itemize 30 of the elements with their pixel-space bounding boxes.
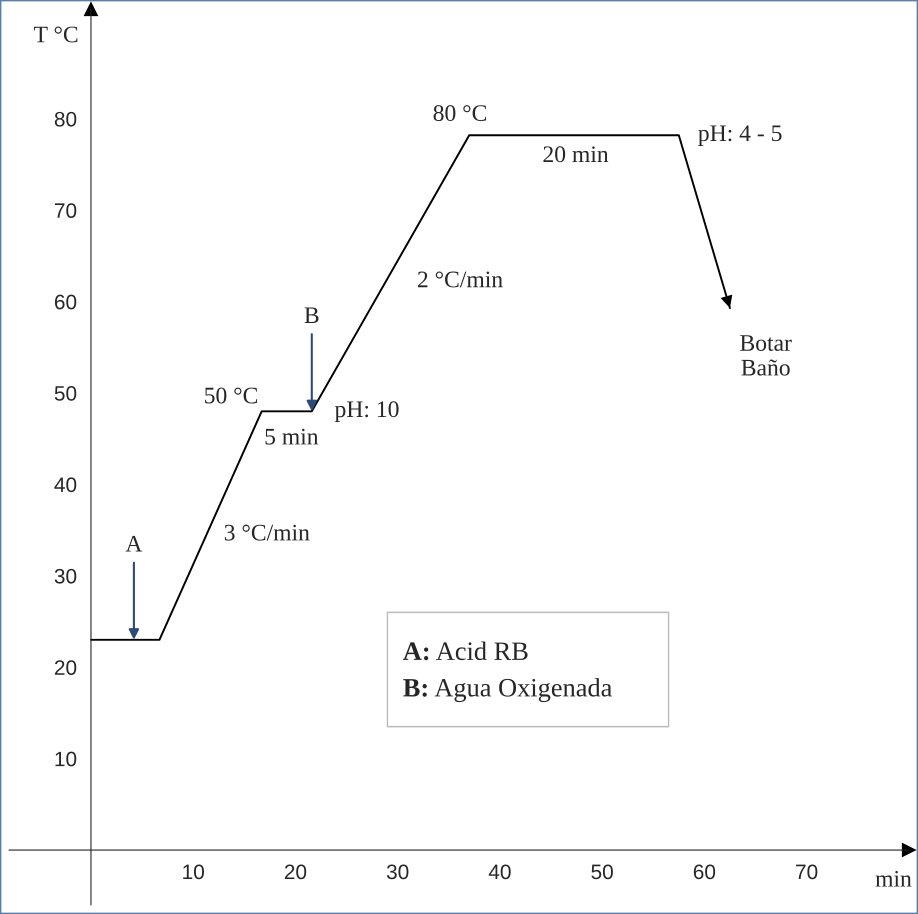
annotation: A: Acid RB	[403, 642, 528, 660]
x-tick-label: 20	[284, 864, 306, 880]
y-tick-label: 10	[55, 752, 76, 766]
x-tick-label: 50	[591, 864, 613, 880]
annotation: pH: 4 - 5	[698, 125, 782, 146]
x-tick-label: 60	[694, 864, 716, 880]
y-tick-label: 30	[54, 568, 76, 584]
annotation: B	[304, 307, 319, 324]
x-tick-label: 40	[488, 864, 511, 880]
annotation: 80 °C	[434, 105, 486, 122]
annotation: 20 min	[543, 146, 608, 162]
x-axis-title: min	[876, 870, 912, 887]
y-tick-label: 20	[54, 660, 76, 675]
y-tick-label: 80	[54, 112, 76, 127]
y-tick-label: 40	[54, 477, 76, 492]
x-tick-label: 30	[386, 864, 408, 880]
annotation: Botar Baño	[740, 335, 792, 376]
x-tick-label: 70	[796, 864, 818, 880]
x-tick-label: 10	[183, 864, 204, 880]
annotation: pH: 10	[334, 401, 399, 422]
y-tick-label: 50	[54, 386, 76, 401]
y-tick-label: 60	[54, 294, 76, 310]
annotation: 5 min	[265, 428, 318, 445]
annotation: A	[126, 536, 142, 552]
y-axis-title: T °C	[34, 26, 78, 42]
annotation: 2 °C/min	[418, 271, 503, 288]
annotation: 3 °C/min	[224, 524, 310, 541]
y-tick-label: 70	[54, 203, 76, 218]
annotation: B: Agua Oxigenada	[403, 678, 612, 702]
annotation: 50 °C	[205, 388, 258, 404]
